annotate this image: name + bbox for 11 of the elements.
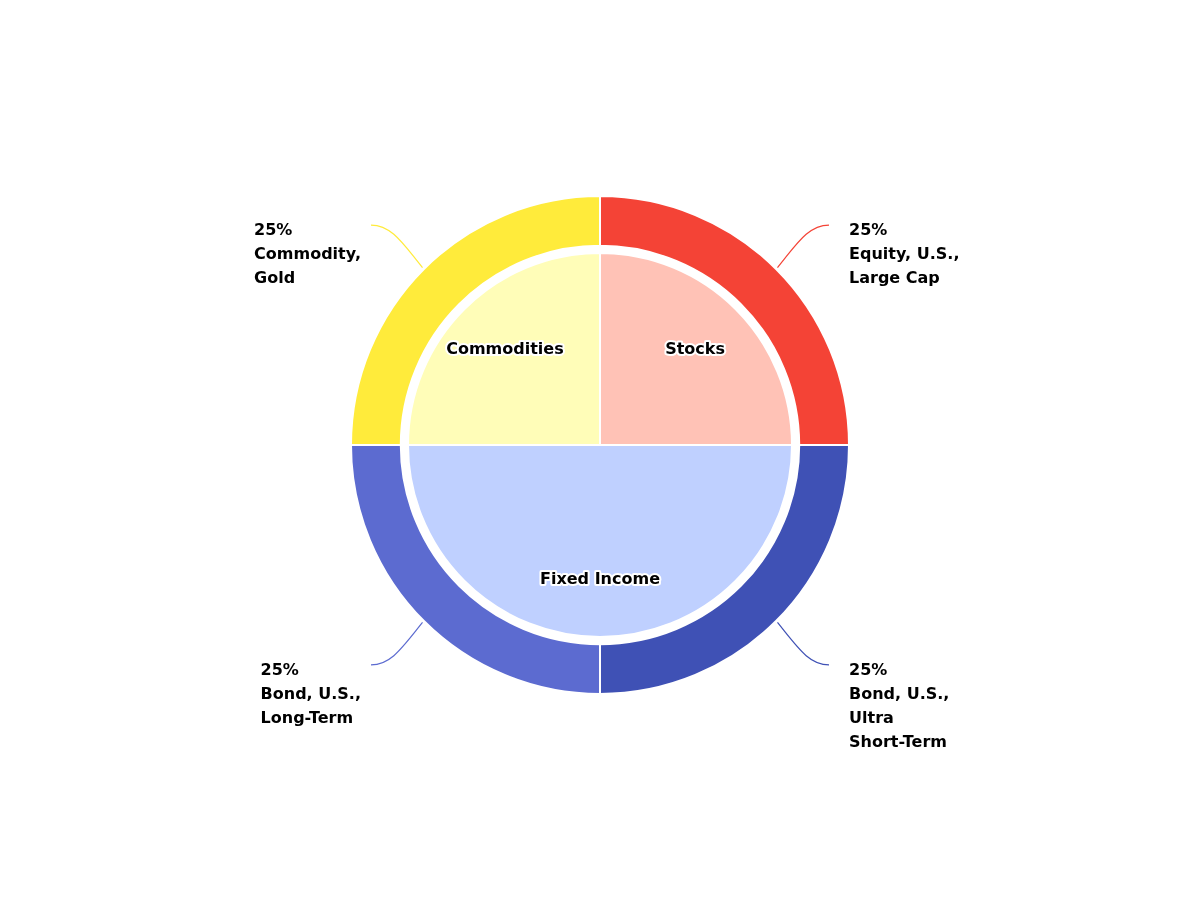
slice-label: Commodity, Gold (254, 244, 361, 288)
slice-label: Stocks (665, 339, 725, 359)
data-label: 25% (254, 220, 293, 240)
slice-label: Equity, U.S., Large Cap (849, 244, 960, 288)
data-label: 25% (260, 660, 299, 680)
slice-label: Commodities (446, 339, 564, 359)
data-label: 25% (849, 220, 888, 240)
slice-label: Bond, U.S., Long-Term (260, 684, 362, 728)
slice-label: Fixed Income (540, 568, 661, 588)
data-label: 25% (849, 660, 888, 680)
slice-label: Bond, U.S., Ultra Short-Term (849, 684, 950, 752)
